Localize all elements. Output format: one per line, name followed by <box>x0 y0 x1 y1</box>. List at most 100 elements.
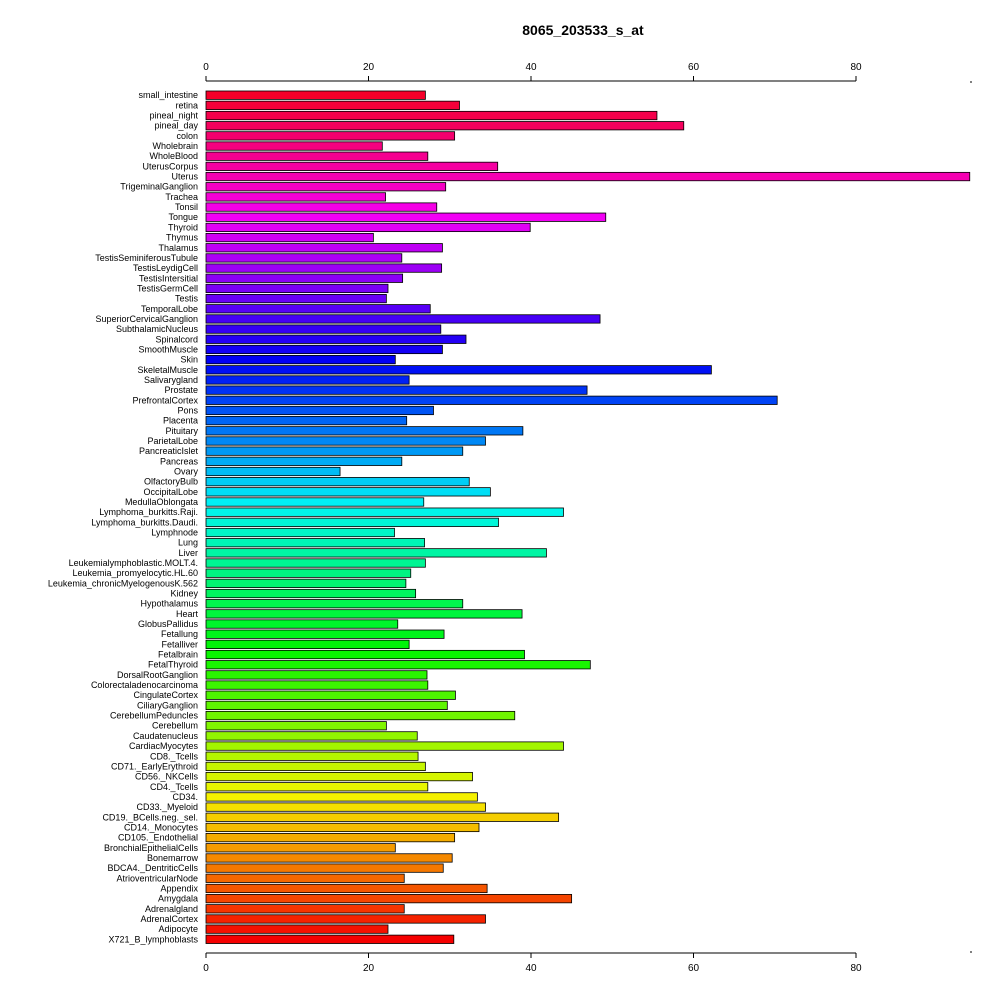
bar <box>205 721 387 731</box>
bar <box>205 355 396 365</box>
bars <box>205 90 971 944</box>
bar <box>205 385 588 395</box>
bar <box>205 914 486 924</box>
category-label: TrigeminalGanglion <box>120 182 198 192</box>
category-label: Trachea <box>165 192 198 202</box>
bar <box>205 792 478 802</box>
category-label: MedullaOblongata <box>125 497 198 507</box>
bar <box>205 232 374 243</box>
bar <box>205 426 524 436</box>
bar <box>205 90 426 100</box>
bar <box>205 141 383 151</box>
category-label: Fetalliver <box>161 639 198 649</box>
category-label: CD33._Myeloid <box>136 802 198 812</box>
bar <box>205 883 488 894</box>
category-label: CingulateCortex <box>133 690 198 700</box>
bar <box>205 507 564 517</box>
category-label: CD8._Tcells <box>150 751 199 761</box>
category-label: Wholebrain <box>152 141 198 151</box>
bar <box>205 334 467 344</box>
bar <box>205 365 712 375</box>
bar <box>205 843 396 853</box>
category-label: Lung <box>178 538 198 548</box>
x-tick-label-top: 80 <box>850 62 862 73</box>
category-label: BronchialEpithelialCells <box>104 843 199 853</box>
category-label: Prostate <box>164 385 198 395</box>
bar <box>205 649 525 660</box>
bar <box>205 121 685 131</box>
category-label: CD4._Tcells <box>150 782 199 792</box>
category-label: Hypothalamus <box>140 599 198 609</box>
x-tick-label-top: 40 <box>525 62 537 73</box>
category-label: Adipocyte <box>158 924 198 934</box>
bar <box>205 751 419 761</box>
bar <box>205 100 460 110</box>
bar <box>205 761 426 772</box>
category-label: TestisIntersitial <box>139 273 198 283</box>
category-label: SmoothMuscle <box>138 344 198 354</box>
bar <box>205 324 442 334</box>
bar <box>205 243 443 253</box>
category-label: FetalThyroid <box>148 660 198 670</box>
category-label: CD56._NKCells <box>135 772 199 782</box>
category-label: colon <box>176 131 198 141</box>
category-label: CerebellumPeduncles <box>110 711 199 721</box>
category-label: Thalamus <box>158 243 198 253</box>
category-label: X721_B_lymphoblasts <box>108 934 198 944</box>
bar <box>205 639 410 649</box>
x-tick-label-bottom: 80 <box>850 963 862 974</box>
x-tick-label-top: 0 <box>203 62 209 73</box>
x-tick-label-bottom: 60 <box>688 963 700 974</box>
bar <box>205 568 412 578</box>
bar <box>205 110 658 121</box>
category-label: small_intestine <box>138 90 198 100</box>
category-label: CD105._Endothelial <box>118 833 198 843</box>
bar <box>205 680 429 690</box>
bar <box>205 812 560 822</box>
category-label: CD14._Monocytes <box>124 822 199 832</box>
category-label: Thymus <box>166 233 199 243</box>
category-label: PrefrontalCortex <box>132 395 198 405</box>
category-label: Adrenalgland <box>145 904 198 914</box>
category-label: BDCA4._DentriticCells <box>107 863 198 873</box>
bar <box>205 670 428 680</box>
category-label: SubthalamicNucleus <box>116 324 199 334</box>
bar <box>205 578 407 588</box>
category-label: Pancreas <box>160 456 199 466</box>
category-label: Salivarygland <box>144 375 198 385</box>
axes: 0 20 40 60 80 0 20 40 60 80 <box>203 62 972 974</box>
bar <box>205 690 456 700</box>
category-label: TestisLeydigCell <box>133 263 198 273</box>
category-label: Lymphoma_burkitts.Daudi. <box>91 517 198 527</box>
category-label: SkeletalMuscle <box>137 365 198 375</box>
category-label: Fetalbrain <box>158 650 198 660</box>
bar <box>205 171 971 182</box>
bar <box>205 619 399 629</box>
category-label: AtrioventricularNode <box>116 873 198 883</box>
category-label: Heart <box>176 609 199 619</box>
bar <box>205 517 499 527</box>
bar <box>205 466 341 477</box>
category-label: Skin <box>180 355 198 365</box>
x-tick-label-top: 20 <box>363 62 375 73</box>
bar <box>205 283 389 294</box>
category-label: Uterus <box>171 172 198 182</box>
category-label: Colorectaladenocarcinoma <box>91 680 198 690</box>
bar <box>205 609 523 619</box>
bar <box>205 161 499 171</box>
category-label: Appendix <box>160 883 198 893</box>
category-label: AdrenalCortex <box>140 914 198 924</box>
category-label: UterusCorpus <box>142 161 198 171</box>
x-tick-label-bottom: 20 <box>363 963 375 974</box>
category-label: WholeBlood <box>149 151 198 161</box>
bar <box>205 731 418 741</box>
bar <box>205 538 425 548</box>
bar <box>205 588 417 599</box>
bar <box>205 222 531 233</box>
bar <box>205 253 403 263</box>
bar <box>205 212 607 222</box>
category-label: CiliaryGanglion <box>137 700 198 710</box>
bar <box>205 477 470 487</box>
bar <box>205 771 473 782</box>
bar <box>205 131 456 141</box>
